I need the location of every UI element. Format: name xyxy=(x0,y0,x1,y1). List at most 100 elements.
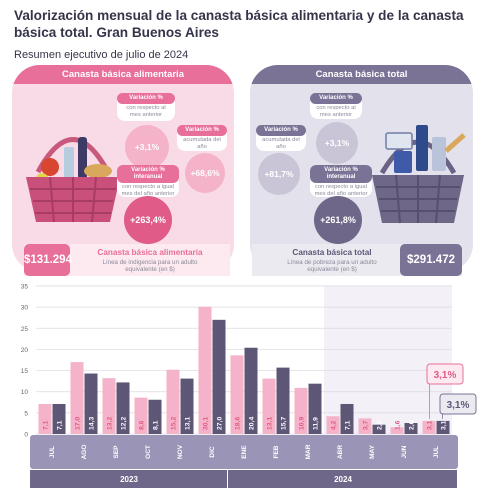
bar-label-cbt: 20,4 xyxy=(248,417,255,430)
cba-monthly-box: Variación % con respecto al mes anterior xyxy=(117,93,175,121)
callout-box-cba xyxy=(426,363,464,385)
bar-cbt xyxy=(404,423,418,434)
bar-label-cbt: 2,6 xyxy=(408,420,415,430)
bar-label-cbt: 14,3 xyxy=(88,417,95,430)
bar-cba xyxy=(358,418,372,434)
page-subtitle: Resumen ejecutivo de julio de 2024 xyxy=(14,49,189,61)
x-tick-label: NOV xyxy=(177,444,184,459)
cbt-ytd-sub: acumulada del año xyxy=(262,137,300,150)
cba-panel-header: Canasta básica alimentaria xyxy=(12,65,234,84)
cbt-yoy-title: Variación % interanual xyxy=(310,165,372,183)
bar-label-cbt: 3,1 xyxy=(440,420,447,430)
y-tick-label: 5 xyxy=(24,410,28,417)
cbt-summary-desc: Línea de pobreza para un adulto equivale… xyxy=(287,259,377,273)
bar-label-cba: 1,6 xyxy=(394,420,401,430)
bar-cba xyxy=(166,369,180,434)
bar-cba xyxy=(262,378,276,434)
bar-cbt xyxy=(340,403,354,434)
bar-label-cbt: 7,1 xyxy=(344,420,351,430)
bar-cbt xyxy=(308,383,322,434)
bar-label-cba: 15,2 xyxy=(170,417,177,430)
bar-label-cbt: 2,2 xyxy=(376,420,383,430)
cba-amount: $131.294 xyxy=(24,244,72,276)
x-tick-label: JUN xyxy=(401,445,408,458)
bar-label-cbt: 8,1 xyxy=(152,420,159,430)
y-tick-label: 25 xyxy=(21,326,29,333)
cbt-monthly-value: +3,1% xyxy=(316,122,358,164)
cba-panel: Canasta básica alimentaria Variación % c… xyxy=(12,65,234,272)
cba-ytd-sub: acumulada del año xyxy=(183,137,221,150)
cbt-monthly-sub: con respecto al mes anterior xyxy=(316,105,356,118)
bar-cba xyxy=(422,420,436,434)
bar-label-cba: 13,2 xyxy=(106,417,113,430)
x-tick-label: JUL xyxy=(49,446,56,458)
bar-label-cba: 30,1 xyxy=(202,417,209,430)
callout-text-cba: 3,1% xyxy=(434,370,457,381)
bar-cba xyxy=(326,416,340,434)
bar-label-cbt: 15,7 xyxy=(280,417,287,430)
bar-label-cba: 13,1 xyxy=(266,417,273,430)
bar-label-cbt: 7,1 xyxy=(56,420,63,430)
x-tick-label: AGO xyxy=(81,445,88,460)
cba-yoy-box: Variación % interanual con respecto a ig… xyxy=(117,165,179,197)
callout-box-cbt xyxy=(439,393,477,415)
cba-monthly-value: +3,1% xyxy=(125,125,169,169)
cbt-yoy-box: Variación % interanual con respecto a ig… xyxy=(310,165,372,197)
x-tick-label: FEB xyxy=(273,445,280,458)
year-label: 2023 xyxy=(120,475,138,484)
bar-cbt xyxy=(244,347,258,434)
bar-cbt xyxy=(276,367,290,434)
cbt-ytd-title: Variación % xyxy=(256,125,306,136)
month-band xyxy=(30,435,458,469)
cba-monthly-sub: con respecto al mes anterior xyxy=(126,105,166,118)
bar-cbt xyxy=(116,382,130,434)
household-basket-icon xyxy=(372,125,466,224)
bar-cba xyxy=(294,387,308,434)
bar-cba xyxy=(230,355,244,434)
cba-summary: $131.294 Canasta básica alimentaria Líne… xyxy=(24,244,230,276)
cbt-ytd-value: +81,7% xyxy=(258,153,300,195)
year-band xyxy=(228,470,457,488)
bar-cba xyxy=(134,397,148,434)
cbt-yoy-sub: con respecto a igual mes del año anterio… xyxy=(314,184,368,197)
cba-ytd-value: +68,6% xyxy=(185,153,225,193)
bar-cbt xyxy=(180,378,194,434)
bar-label-cba: 18,6 xyxy=(234,417,241,430)
monthly-variation-chart: 0 5 10 15 20 25 30 35 7,1 7,1 17,0 14,3 13,2 12,2 8,6 8… xyxy=(21,284,477,488)
y-tick-label: 15 xyxy=(21,368,29,375)
bar-cba xyxy=(102,378,116,434)
bar-cbt xyxy=(436,420,450,434)
bar-label-cbt: 13,1 xyxy=(184,417,191,430)
x-tick-label: MAR xyxy=(305,444,312,459)
y-tick-label: 10 xyxy=(21,389,29,396)
cbt-monthly-box: Variación % con respecto al mes anterior xyxy=(310,93,362,119)
bar-label-cba: 4,2 xyxy=(330,420,337,430)
cba-monthly-title: Variación % xyxy=(117,93,175,104)
year-band xyxy=(30,470,227,488)
bar-label-cba: 17,0 xyxy=(74,417,81,430)
bar-label-cba: 10,9 xyxy=(298,417,305,430)
x-tick-label: OCT xyxy=(145,445,152,459)
cbt-summary: Canasta básica total Línea de pobreza pa… xyxy=(252,244,462,276)
cbt-panel-header: Canasta básica total xyxy=(250,65,473,84)
cba-yoy-title: Variación % interanual xyxy=(117,165,179,183)
x-tick-label: ABR xyxy=(337,445,344,459)
bar-cba xyxy=(70,362,84,434)
food-basket-icon xyxy=(26,137,120,223)
y-tick-label: 20 xyxy=(21,347,29,354)
y-tick-label: 30 xyxy=(21,305,29,312)
cbt-summary-label: Canasta básica total xyxy=(292,248,372,257)
x-tick-label: JUL xyxy=(433,446,440,458)
bar-cbt xyxy=(84,373,98,434)
cba-ytd-box: Variación % acumulada del año xyxy=(177,125,227,151)
cba-summary-desc: Línea de indigencia para un adulto equiv… xyxy=(102,259,198,273)
cbt-monthly-title: Variación % xyxy=(310,93,362,104)
cba-yoy-sub: con respecto a igual mes del año anterio… xyxy=(121,184,175,197)
bar-cbt xyxy=(372,424,386,434)
x-tick-label: SEP xyxy=(113,445,120,459)
bar-label-cbt: 12,2 xyxy=(120,417,127,430)
y-tick-label: 35 xyxy=(21,284,29,291)
cba-summary-label: Canasta básica alimentaria xyxy=(97,248,203,257)
cba-yoy-value: +263,4% xyxy=(124,196,172,244)
bar-label-cba: 3,1 xyxy=(426,420,433,430)
